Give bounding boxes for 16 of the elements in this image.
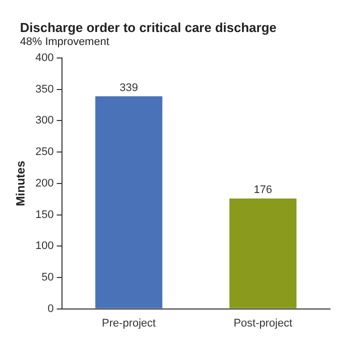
x-tick-label: Pre-project bbox=[102, 317, 156, 330]
y-tick-label: 200 bbox=[35, 177, 54, 190]
y-axis-title: Minutes bbox=[14, 160, 28, 206]
y-tick-label: 350 bbox=[35, 83, 54, 96]
y-tick-label: 100 bbox=[35, 240, 54, 252]
x-tick-label: Post-project bbox=[234, 317, 292, 330]
y-tick-label: 150 bbox=[35, 208, 54, 221]
y-tick-label: 250 bbox=[35, 146, 54, 158]
y-tick-label: 300 bbox=[35, 114, 54, 127]
chart-subtitle: 48% Improvement bbox=[20, 36, 110, 48]
y-tick-label: 400 bbox=[35, 52, 54, 64]
chart-title: Discharge order to critical care discharge bbox=[20, 20, 276, 35]
y-tick-label: 0 bbox=[48, 302, 54, 315]
y-tick-label: 50 bbox=[42, 271, 54, 284]
data-label: 176 bbox=[254, 184, 272, 196]
data-label: 339 bbox=[120, 82, 138, 94]
